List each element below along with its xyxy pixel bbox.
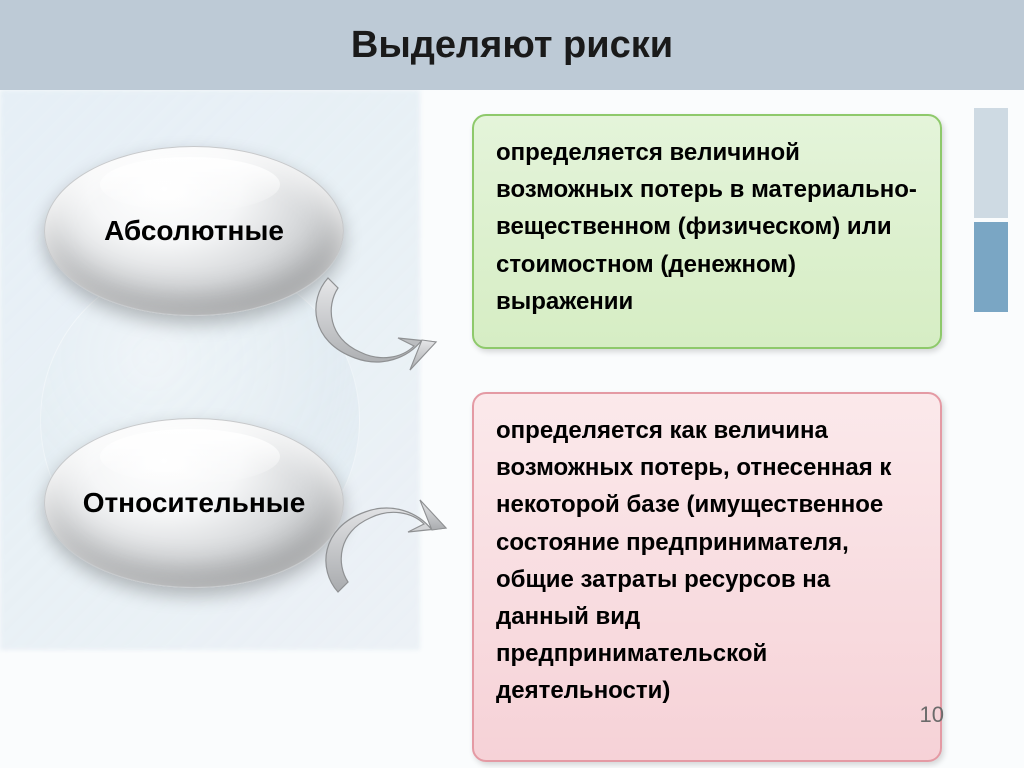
page-number: 10 <box>920 702 944 728</box>
bubble-label-absolute: Абсолютные <box>104 215 284 247</box>
bubble-relative: Относительные <box>44 418 344 588</box>
desc-text-absolute: определяется величиной возможных потерь … <box>496 139 917 315</box>
bubble-label-relative: Относительные <box>83 487 306 519</box>
desc-box-relative: определяется как величина возможных поте… <box>472 392 942 762</box>
bubble-absolute: Абсолютные <box>44 146 344 316</box>
arrow-icon <box>320 480 450 600</box>
bubble-highlight <box>100 157 280 212</box>
desc-text-relative: определяется как величина возможных поте… <box>496 417 891 704</box>
content-area: Абсолютные определяется величиной возмож… <box>0 90 1024 768</box>
arrow-icon <box>310 270 440 390</box>
bubble-highlight <box>100 429 280 484</box>
desc-box-absolute: определяется величиной возможных потерь … <box>472 114 942 349</box>
slide-title: Выделяют риски <box>351 24 673 67</box>
title-bar: Выделяют риски <box>0 0 1024 90</box>
